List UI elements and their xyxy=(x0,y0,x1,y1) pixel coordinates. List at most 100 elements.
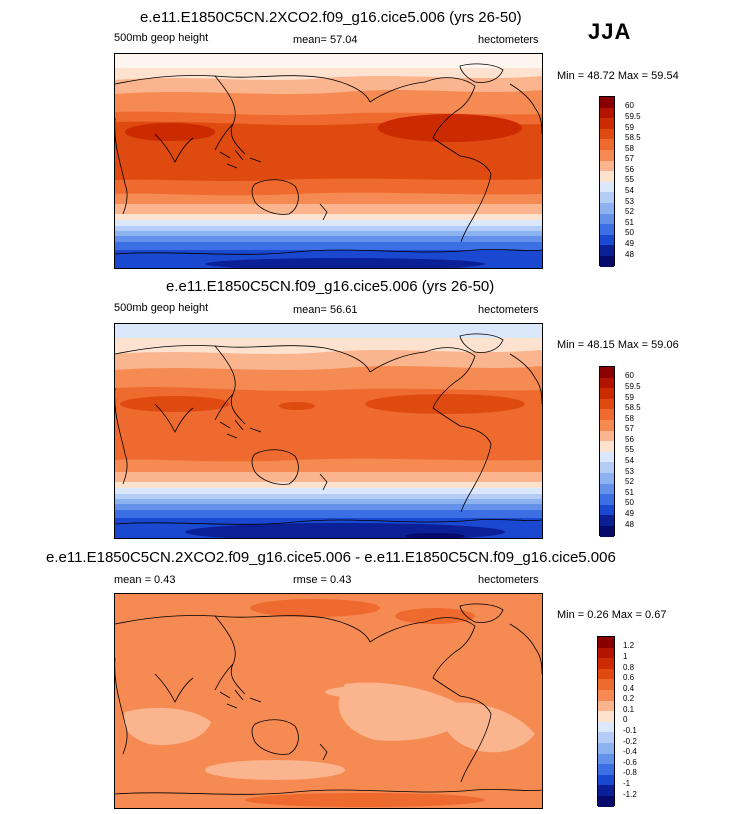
cbar-tick-label: 55 xyxy=(625,175,634,184)
panel-2-band-52 xyxy=(115,499,542,504)
cbar-tick-label: 0.4 xyxy=(623,684,635,693)
panel-1-colorbar xyxy=(599,96,615,267)
coast-india xyxy=(154,133,194,163)
cbar-tick-label: 58 xyxy=(625,414,634,423)
coast-asia-east xyxy=(214,345,246,425)
cbar-tick-label: -0.2 xyxy=(623,737,637,746)
panel-3-cbar-cell xyxy=(598,690,614,701)
panel-2-cbar-cell xyxy=(600,494,614,505)
panel-2-cbar-cell xyxy=(600,377,614,389)
cbar-tick-label: 60 xyxy=(625,371,634,380)
panel-2-cbar-cell xyxy=(600,483,614,495)
panel-2-coastlines xyxy=(115,333,542,525)
panel-2-cbar-cell xyxy=(600,398,614,410)
coast-india xyxy=(154,403,194,433)
panel-1-band-53 xyxy=(115,226,542,231)
coast-europe-africa xyxy=(509,353,542,405)
coast-north-america xyxy=(369,77,476,157)
panel-2-cbar-cell xyxy=(600,367,614,378)
panel-3-cbar-cell xyxy=(598,785,614,796)
panel-2-blob-atlantic xyxy=(365,394,525,414)
coast-north-america xyxy=(369,347,476,427)
panel-1-mean-label: mean= 57.04 xyxy=(293,34,358,46)
coast-australia xyxy=(251,179,299,215)
panel-2-band-54 xyxy=(115,488,542,494)
panel-1-blob-pacific xyxy=(400,123,450,137)
panel-3-minmax: Min = 0.26 Max = 0.67 xyxy=(557,609,667,621)
coast-australia xyxy=(251,719,299,755)
panel-3-cbar-cell xyxy=(598,732,614,743)
panel-1-cbar-cell xyxy=(600,256,614,267)
coast-north-america xyxy=(369,617,476,697)
panel-1-band-n-cap xyxy=(115,54,542,68)
panel-1-map-svg xyxy=(115,54,542,268)
panel-3-title: e.e11.E1850C5CN.2XCO2.f09_g16.cice5.006 … xyxy=(46,549,616,566)
coast-nz xyxy=(319,743,328,761)
panel-1-band-56s xyxy=(115,204,542,214)
panel-2-cbar-cell xyxy=(600,441,614,452)
panel-2-cbar-cell xyxy=(600,526,614,537)
cbar-tick-label: 51 xyxy=(625,218,634,227)
panel-3-map-svg xyxy=(115,594,542,808)
panel-2-minmax: Min = 48.15 Max = 59.06 xyxy=(557,339,679,351)
coast-antarctica xyxy=(115,519,542,525)
panel-1-band-54 xyxy=(115,220,542,226)
panel-2-blob-antarctic-min xyxy=(405,533,465,538)
panel-1-cbar-cell xyxy=(600,234,614,246)
panel-1-map xyxy=(114,53,543,269)
panel-3-high-na xyxy=(395,608,475,624)
coast-greenland xyxy=(459,333,504,353)
cbar-tick-label: 56 xyxy=(625,165,634,174)
panel-1-units-label: hectometers xyxy=(478,34,539,46)
cbar-tick-label: -1 xyxy=(623,779,631,788)
coast-europe-africa xyxy=(509,623,542,675)
panel-1-cbar-cell xyxy=(600,128,614,140)
cbar-tick-label: -0.1 xyxy=(623,726,637,735)
coast-india xyxy=(154,673,194,703)
panel-3-cbar-cell xyxy=(598,647,614,659)
panel-2-units-label: hectometers xyxy=(478,304,539,316)
coast-nz xyxy=(319,203,328,221)
cbar-tick-label: 54 xyxy=(625,456,634,465)
panel-2-colorbar xyxy=(599,366,615,537)
cbar-tick-label: 50 xyxy=(625,228,634,237)
panel-1-title: e.e11.E1850C5CN.2XCO2.f09_g16.cice5.006 … xyxy=(140,9,522,26)
panel-1-cbar-cell xyxy=(600,150,614,161)
panel-1-cbar-cell xyxy=(600,107,614,119)
panel-2-mean-label: mean= 56.61 xyxy=(293,304,358,316)
coast-asia-east xyxy=(214,615,246,695)
panel-1-cbar-cell xyxy=(600,224,614,235)
coast-south-america xyxy=(459,425,492,513)
panel-3-cbar-cell xyxy=(598,658,614,669)
panel-1-blob-asia xyxy=(125,123,215,141)
coast-eurasia-north xyxy=(115,345,371,373)
panel-1-coastlines xyxy=(115,63,542,255)
panel-1-cbar-cell xyxy=(600,97,614,108)
panel-3-cbar-cell xyxy=(598,700,614,712)
panel-1-blob-atlantic xyxy=(378,114,522,142)
coast-asia-east xyxy=(214,75,246,155)
panel-2-band-56s xyxy=(115,472,542,482)
panel-2-cbar-cell xyxy=(600,504,614,516)
panel-1-band-50 xyxy=(115,242,542,250)
panel-2-blob-asia xyxy=(120,396,230,412)
panel-3-low-eq xyxy=(325,686,405,698)
panel-2-cbar-cell xyxy=(600,409,614,420)
cbar-tick-label: 59.5 xyxy=(625,382,641,391)
cbar-tick-label: 1.2 xyxy=(623,641,635,650)
cbar-tick-label: 52 xyxy=(625,207,634,216)
panel-1-band-51 xyxy=(115,236,542,242)
panel-2-left-label: 500mb geop height xyxy=(114,302,209,314)
cbar-tick-label: 0.6 xyxy=(623,673,635,682)
panel-2-cbar-cell xyxy=(600,451,614,463)
panel-3-mean-label: mean = 0.43 xyxy=(114,574,176,586)
panel-1-minmax: Min = 48.72 Max = 59.54 xyxy=(557,70,679,82)
coast-greenland xyxy=(459,603,504,623)
cbar-tick-label: 48 xyxy=(625,250,634,259)
coast-europe-africa xyxy=(509,83,542,135)
panel-3-units-label: hectometers xyxy=(478,574,539,586)
coast-greenland xyxy=(459,63,504,83)
coast-nz xyxy=(319,473,328,491)
coast-eurasia-north xyxy=(115,75,371,103)
coast-africa xyxy=(115,388,128,485)
